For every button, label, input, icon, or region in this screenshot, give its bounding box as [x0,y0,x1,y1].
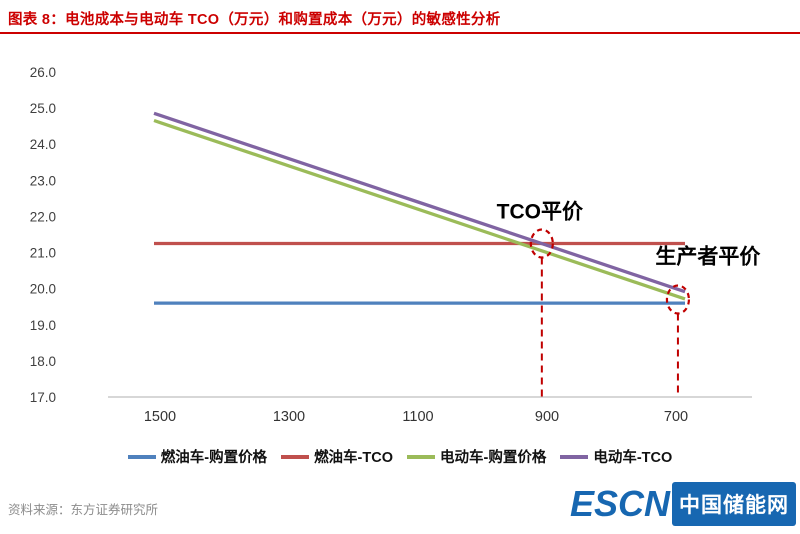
y-tick-label: 22.0 [30,209,56,224]
legend-item: 燃油车-TCO [281,446,393,467]
x-tick-label: 900 [535,409,559,425]
x-tick-label: 1300 [273,409,305,425]
legend-item: 燃油车-购置价格 [127,446,268,467]
y-tick-label: 19.0 [30,318,56,333]
y-tick-label: 25.0 [30,101,56,116]
annotation-label: 生产者平价 [655,245,761,269]
escn-wordmark: ESCN [569,483,670,524]
y-tick-label: 26.0 [30,65,56,80]
y-tick-label: 21.0 [30,246,56,261]
legend-swatch [281,454,310,459]
annotation-label: TCO平价 [497,201,584,224]
series-line [153,111,686,294]
sensitivity-line-chart: 26.0 25.0 24.0 23.0 22.0 21.0 20.0 19.0 18.0 17.0… [30,65,762,425]
legend-label: 燃油车-购置价格 [160,450,268,466]
series-line [153,118,686,301]
y-tick-label: 20.0 [30,282,56,297]
y-tick-label: 24.0 [30,137,56,152]
legend-swatch [407,454,435,459]
y-tick-label: 23.0 [30,173,56,188]
escn-logo-cn: 中国储能网 [672,482,796,526]
chart-legend: 燃油车-购置价格 燃油车-TCO 电动车-购置价格 电动车-TCO [0,446,800,467]
legend-label: 燃油车-TCO [314,450,393,466]
x-tick-label: 1500 [144,409,176,425]
annotation-circle [529,228,554,259]
escn-logo: ESCN 中国储能网 [570,482,796,526]
legend-label: 电动车-TCO [593,450,673,466]
x-tick-label: 1100 [402,409,433,425]
y-tick-label: 18.0 [30,354,56,369]
legend-swatch [127,454,156,459]
legend-item: 电动车-TCO [560,446,672,467]
title-divider [0,32,800,34]
y-tick-label: 17.0 [30,390,56,405]
source-note: 资料来源：东方证券研究所 [8,503,159,517]
figure-title: 图表 8：电池成本与电动车 TCO（万元）和购置成本（万元）的敏感性分析 [8,12,501,28]
x-tick-label: 700 [664,409,688,425]
legend-item: 电动车-购置价格 [407,446,546,467]
legend-label: 电动车-购置价格 [440,450,547,466]
annotation-circle [665,284,691,315]
legend-swatch [560,454,589,459]
